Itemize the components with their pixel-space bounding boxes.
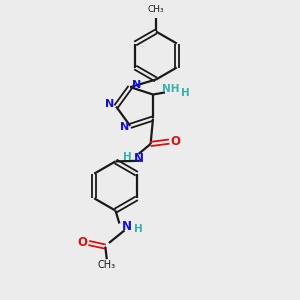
Text: H: H <box>123 152 132 163</box>
Text: N: N <box>134 152 144 165</box>
Text: H: H <box>134 224 143 235</box>
Text: NH: NH <box>162 84 179 94</box>
Text: N: N <box>132 80 141 90</box>
Text: H: H <box>181 88 190 98</box>
Text: CH₃: CH₃ <box>98 260 116 270</box>
Text: O: O <box>171 135 181 148</box>
Text: O: O <box>77 236 87 249</box>
Text: N: N <box>122 220 132 233</box>
Text: N: N <box>105 99 114 109</box>
Text: CH₃: CH₃ <box>148 5 164 14</box>
Text: N: N <box>120 122 129 131</box>
